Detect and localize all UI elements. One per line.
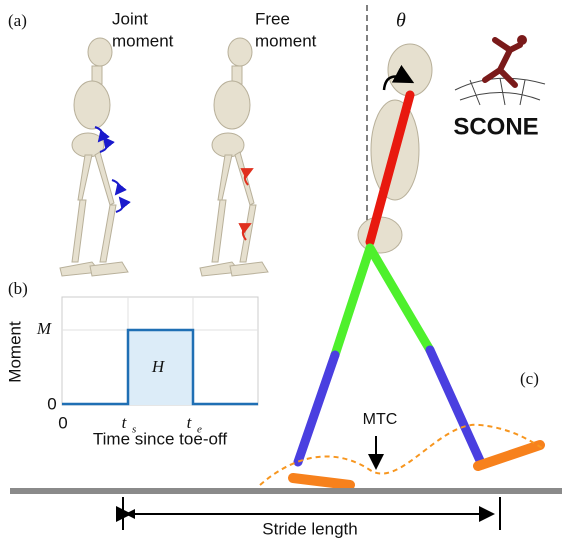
- scone-logo: [454, 35, 546, 106]
- mtc-label: MTC: [363, 411, 398, 428]
- x-tick-subscript: s: [132, 424, 136, 436]
- x-axis-label: Time since toe-off: [93, 429, 227, 448]
- walker: [288, 43, 545, 490]
- label: moment: [112, 31, 174, 50]
- skeleton-free: [199, 37, 269, 277]
- logo-text: SCONE: [453, 113, 538, 140]
- label: Free: [255, 9, 290, 28]
- y-tick-label: 0: [47, 394, 56, 413]
- x-tick-label: t: [122, 413, 128, 432]
- y-tick-label: M: [36, 319, 52, 338]
- x-tick-label: 0: [58, 413, 67, 432]
- y-axis-label: Moment: [5, 321, 24, 383]
- panel-label: (b): [8, 279, 28, 298]
- stride-arrowhead: [125, 509, 135, 519]
- panel-label: (c): [520, 369, 539, 388]
- area-label: H: [151, 357, 166, 376]
- label: moment: [255, 31, 317, 50]
- panel-label: (a): [8, 11, 27, 30]
- mtc-curve: [259, 423, 546, 486]
- ground: [10, 488, 562, 494]
- angle-arrow: [382, 64, 415, 91]
- x-tick-label: t: [187, 413, 193, 432]
- angle-label: θ: [396, 10, 406, 32]
- step-plot: [61, 296, 259, 406]
- x-tick-subscript: e: [197, 424, 202, 436]
- stride-label: Stride length: [262, 519, 357, 538]
- skeleton-joint: [59, 37, 131, 277]
- label: Joint: [112, 9, 148, 28]
